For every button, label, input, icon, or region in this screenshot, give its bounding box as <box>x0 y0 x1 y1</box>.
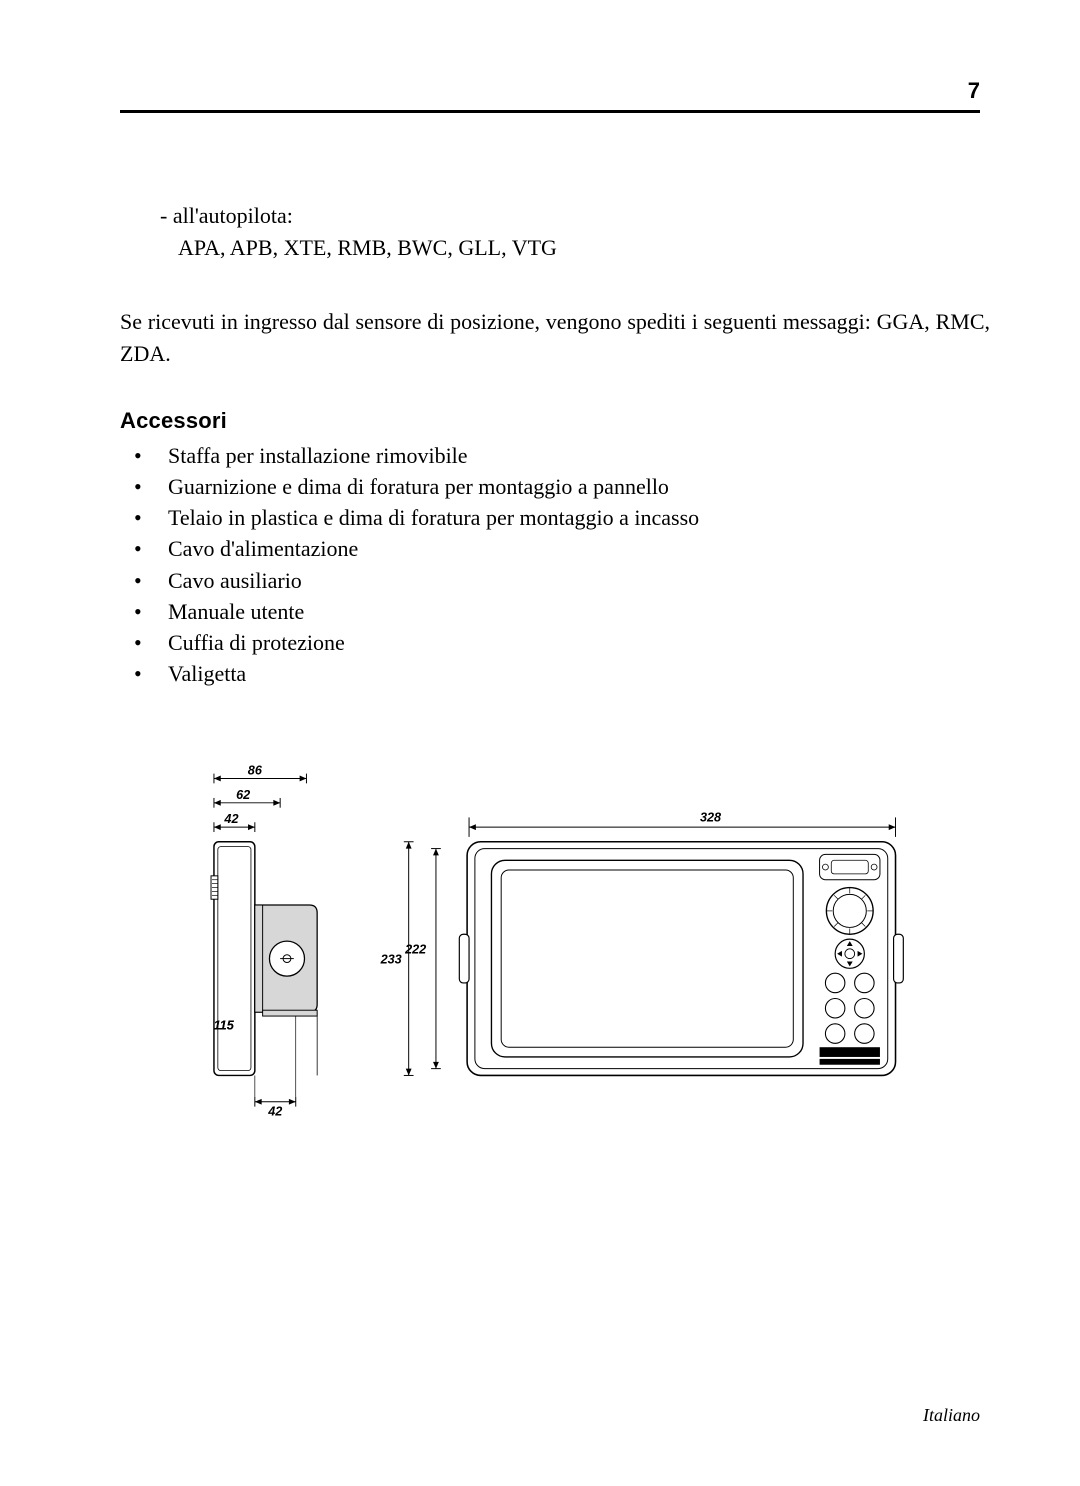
dim-42-bottom: 42 <box>267 1105 282 1119</box>
list-item: Manuale utente <box>120 596 990 627</box>
dimension-diagram: 86 62 42 <box>165 759 925 1134</box>
dim-62: 62 <box>236 788 250 802</box>
dim-86: 86 <box>248 764 263 778</box>
header-rule <box>120 110 980 113</box>
autopilot-block: - all'autopilota: APA, APB, XTE, RMB, BW… <box>160 200 990 264</box>
list-item: Telaio in plastica e dima di foratura pe… <box>120 502 990 533</box>
list-item: Guarnizione e dima di foratura per monta… <box>120 471 990 502</box>
list-item: Staffa per installazione rimovibile <box>120 440 990 471</box>
page-number: 7 <box>968 78 980 104</box>
input-messages-paragraph: Se ricevuti in ingresso dal sensore di p… <box>120 306 990 370</box>
accessories-heading: Accessori <box>120 408 990 434</box>
list-item: Cavo d'alimentazione <box>120 533 990 564</box>
dim-42-top: 42 <box>223 813 238 827</box>
list-item: Valigetta <box>120 658 990 689</box>
dim-233: 233 <box>380 953 402 967</box>
footer-language: Italiano <box>923 1405 980 1426</box>
dim-222: 222 <box>404 943 426 957</box>
accessories-list: Staffa per installazione rimovibile Guar… <box>120 440 990 690</box>
list-item: Cuffia di protezione <box>120 627 990 658</box>
dim-115-lbl: 115 <box>214 1019 235 1033</box>
autopilot-codes: APA, APB, XTE, RMB, BWC, GLL, VTG <box>178 232 990 264</box>
dim-328: 328 <box>700 811 722 825</box>
autopilot-label: - all'autopilota: <box>160 200 990 232</box>
page-content: - all'autopilota: APA, APB, XTE, RMB, BW… <box>120 200 990 1134</box>
list-item: Cavo ausiliario <box>120 565 990 596</box>
